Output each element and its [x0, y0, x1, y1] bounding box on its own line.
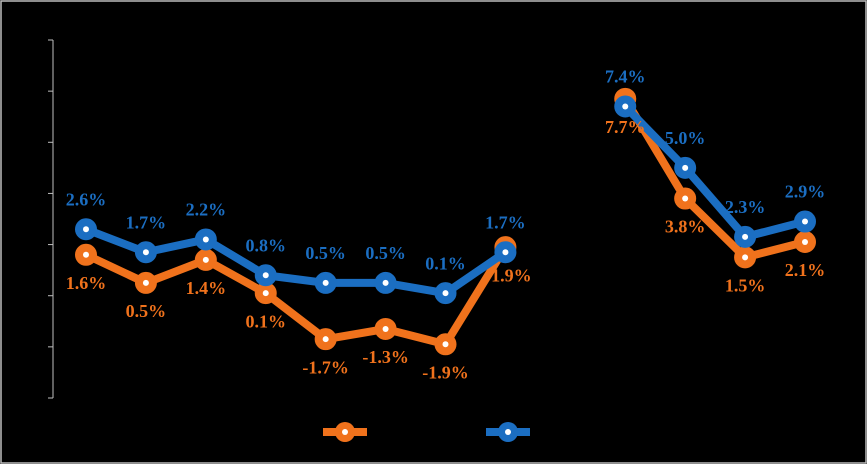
data-label: 5.0% [665, 128, 706, 148]
data-label: 0.1% [425, 253, 466, 273]
data-label: 3.8% [665, 217, 706, 237]
point-center [142, 279, 149, 286]
data-label: 1.9% [491, 265, 532, 285]
data-label: 2.1% [785, 260, 826, 280]
data-label: 0.1% [246, 311, 287, 331]
legend-marker-center [505, 429, 511, 435]
legend-marker-center [342, 429, 348, 435]
data-label: 1.6% [66, 273, 107, 293]
point-center [742, 233, 749, 240]
point-center [742, 254, 749, 261]
point-center [83, 251, 89, 258]
point-center [262, 272, 269, 279]
point-center [322, 336, 329, 343]
point-center [682, 195, 689, 202]
data-label: 0.5% [126, 301, 167, 321]
data-label: 1.7% [126, 212, 167, 232]
data-label: 1.4% [186, 278, 227, 298]
data-label: 2.6% [66, 189, 107, 209]
data-label: 1.7% [485, 212, 526, 232]
point-center [322, 279, 329, 286]
data-label: -1.3% [362, 347, 409, 367]
point-center [142, 249, 149, 256]
point-center [202, 236, 209, 243]
point-center [622, 103, 629, 110]
point-center [382, 325, 389, 332]
point-center [802, 239, 808, 246]
data-label: -1.9% [422, 362, 469, 382]
point-center [442, 290, 449, 297]
point-center [83, 226, 89, 233]
data-label: 0.5% [305, 243, 346, 263]
point-center [382, 279, 389, 286]
data-label: -1.7% [302, 357, 349, 377]
point-center [502, 249, 509, 256]
data-label: 1.5% [725, 275, 766, 295]
point-center [682, 164, 689, 171]
data-label: 7.4% [605, 67, 646, 87]
data-label: 2.2% [186, 200, 227, 220]
point-center [262, 290, 269, 297]
point-center [442, 341, 449, 348]
data-label: 2.3% [725, 197, 766, 217]
point-center [802, 218, 808, 225]
data-label: 0.8% [246, 235, 287, 255]
point-center [202, 256, 209, 263]
data-label: 0.5% [365, 243, 406, 263]
data-label: 7.7% [605, 117, 646, 137]
data-label: 2.9% [785, 182, 826, 202]
